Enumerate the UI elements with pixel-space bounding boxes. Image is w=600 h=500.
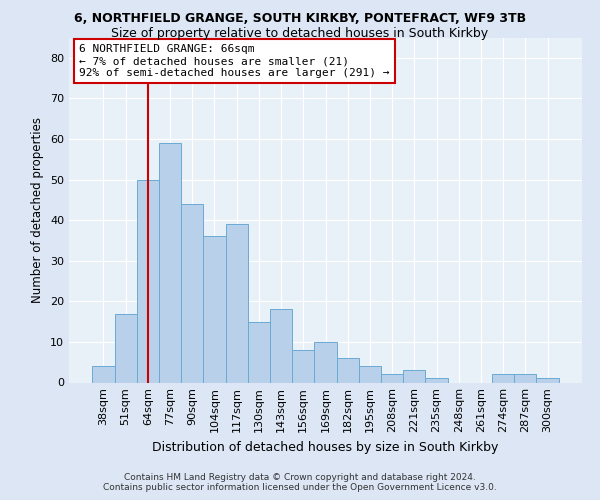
- Text: 6, NORTHFIELD GRANGE, SOUTH KIRKBY, PONTEFRACT, WF9 3TB: 6, NORTHFIELD GRANGE, SOUTH KIRKBY, PONT…: [74, 12, 526, 26]
- Bar: [536, 378, 559, 382]
- Bar: [381, 374, 403, 382]
- Bar: [337, 358, 359, 382]
- Bar: [403, 370, 425, 382]
- Text: 6 NORTHFIELD GRANGE: 66sqm
← 7% of detached houses are smaller (21)
92% of semi-: 6 NORTHFIELD GRANGE: 66sqm ← 7% of detac…: [79, 44, 390, 78]
- Text: Contains HM Land Registry data © Crown copyright and database right 2024.
Contai: Contains HM Land Registry data © Crown c…: [103, 473, 497, 492]
- Bar: [92, 366, 115, 382]
- Bar: [514, 374, 536, 382]
- Bar: [425, 378, 448, 382]
- Bar: [314, 342, 337, 382]
- Bar: [203, 236, 226, 382]
- Bar: [115, 314, 137, 382]
- Bar: [159, 143, 181, 382]
- Bar: [137, 180, 159, 382]
- Bar: [248, 322, 270, 382]
- Bar: [359, 366, 381, 382]
- Y-axis label: Number of detached properties: Number of detached properties: [31, 117, 44, 303]
- X-axis label: Distribution of detached houses by size in South Kirkby: Distribution of detached houses by size …: [152, 441, 499, 454]
- Bar: [292, 350, 314, 382]
- Bar: [181, 204, 203, 382]
- Bar: [492, 374, 514, 382]
- Bar: [226, 224, 248, 382]
- Bar: [270, 310, 292, 382]
- Text: Size of property relative to detached houses in South Kirkby: Size of property relative to detached ho…: [112, 28, 488, 40]
